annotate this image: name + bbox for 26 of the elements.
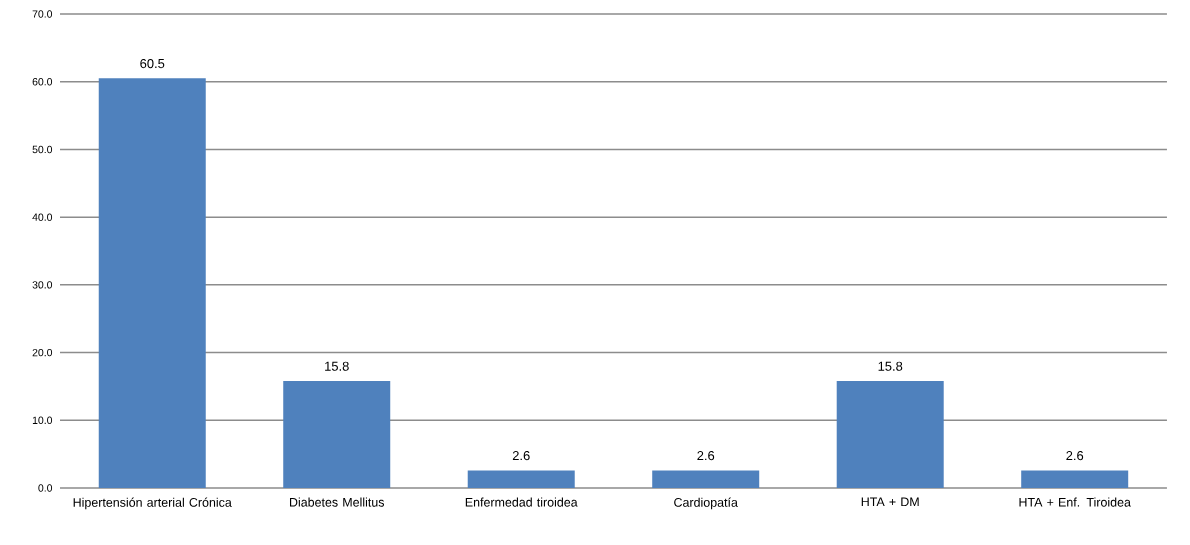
bar	[283, 381, 391, 488]
x-tick-label: Cardiopatía	[674, 497, 738, 510]
data-label: 60.5	[140, 58, 165, 69]
y-tick-label: 10.0	[32, 416, 53, 424]
bar	[652, 470, 760, 488]
bar	[98, 78, 206, 488]
y-tick-label: 0.0	[38, 484, 53, 492]
y-tick-label: 60.0	[32, 78, 53, 86]
data-label: 2.6	[1066, 451, 1084, 461]
x-tick-label: Hipertensión arterial Crónica	[73, 497, 232, 510]
bar	[836, 381, 944, 488]
y-tick-label: 50.0	[32, 145, 53, 154]
data-label: 15.8	[325, 361, 349, 371]
y-tick-label: 70.0	[32, 10, 53, 18]
x-tick-label: HTA + DM	[861, 497, 919, 507]
data-label: 2.6	[697, 451, 715, 461]
y-tick-label: 40.0	[32, 213, 53, 221]
x-tick-label: Enfermedad tiroidea	[465, 497, 578, 507]
x-tick-label: HTA + Enf. Tiroidea	[1019, 497, 1131, 507]
bar	[1021, 470, 1129, 488]
data-label: 2.6	[512, 451, 530, 461]
y-tick-label: 20.0	[32, 348, 53, 357]
data-label: 15.8	[878, 361, 903, 371]
y-tick-label: 30.0	[32, 281, 53, 289]
x-tick-label: Diabetes Mellitus	[289, 497, 385, 507]
bar	[467, 470, 575, 488]
